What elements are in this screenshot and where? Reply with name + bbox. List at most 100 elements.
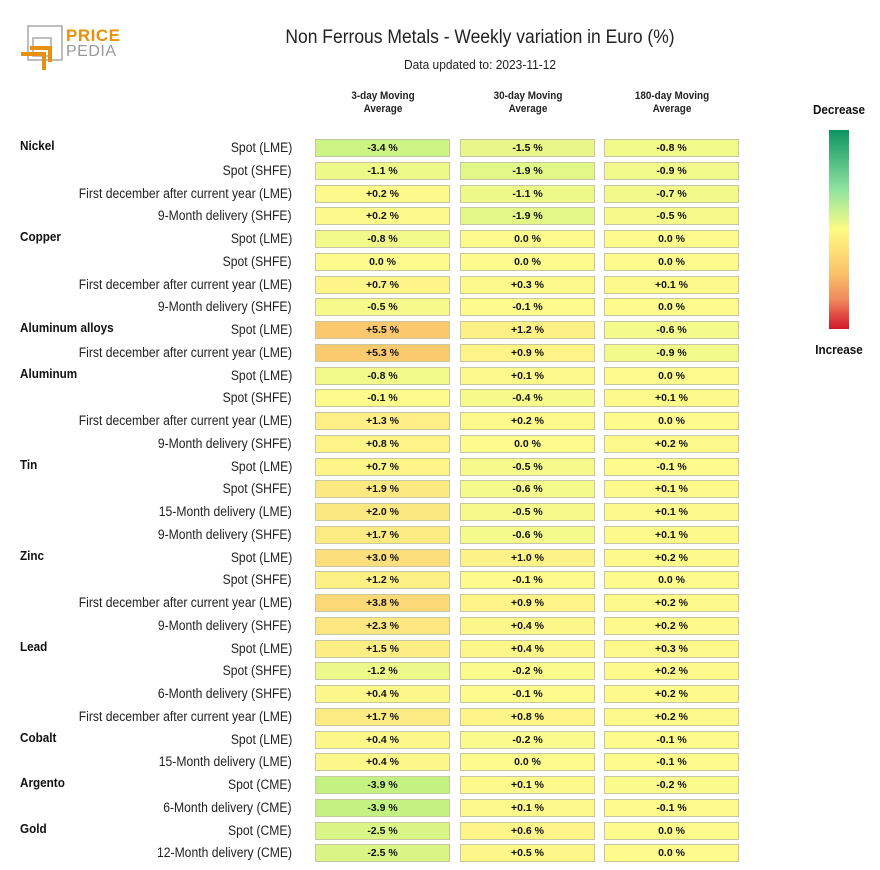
heatmap-cell: +0.1 % — [604, 389, 739, 408]
heatmap-cell: -0.8 % — [315, 230, 450, 248]
heatmap-cell: -0.4 % — [460, 389, 595, 408]
heatmap-cell: +0.2 % — [604, 594, 739, 612]
heatmap-cell: +0.7 % — [315, 457, 450, 476]
heatmap-cell: 0.0 % — [460, 252, 595, 271]
group-label: Aluminum alloys — [20, 320, 114, 335]
heatmap-cell: +0.2 % — [604, 685, 739, 703]
heatmap-cell: -0.1 % — [604, 457, 739, 476]
heatmap-cell: +0.2 % — [315, 184, 450, 203]
row-label: 9-Month delivery (SHFE) — [158, 617, 292, 633]
heatmap-cell: -0.1 % — [460, 571, 595, 590]
row-label: 9-Month delivery (SHFE) — [158, 435, 292, 451]
heatmap-cell: +0.1 % — [604, 503, 739, 521]
group-label: Tin — [20, 456, 38, 472]
group-label: Nickel — [20, 138, 55, 153]
heatmap-cell: +0.6 % — [460, 821, 595, 840]
heatmap-cell: +3.8 % — [315, 594, 450, 612]
heatmap-cell: +0.2 % — [604, 548, 739, 567]
heatmap-cell: -0.5 % — [460, 457, 595, 476]
row-label: First december after current year (LME) — [78, 276, 292, 292]
column-header: 30-day Moving Average — [467, 90, 589, 116]
heatmap-cell: +2.3 % — [315, 616, 450, 635]
row-label: Spot (LME) — [230, 549, 292, 565]
heatmap-cell: +0.2 % — [315, 207, 450, 226]
heatmap-cell: +1.2 % — [315, 571, 450, 590]
row-label: Spot (SHFE) — [223, 162, 292, 178]
group-label: Lead — [20, 638, 48, 654]
row-label: 9-Month delivery (SHFE) — [158, 299, 292, 315]
heatmap-cell: +0.4 % — [315, 730, 450, 749]
heatmap-cell: -0.1 % — [460, 298, 595, 317]
column-header: 3-day Moving Average — [322, 90, 444, 116]
row-label: First december after current year (LME) — [78, 708, 292, 724]
heatmap-cell: 0.0 % — [604, 821, 739, 840]
heatmap-cell: 0.0 % — [460, 753, 595, 772]
heatmap-cell: 0.0 % — [604, 298, 739, 317]
legend-color-scale — [829, 130, 849, 329]
heatmap-cell: +0.5 % — [460, 844, 595, 863]
heatmap-cell: -3.9 % — [315, 776, 450, 794]
heatmap-cell: -3.4 % — [315, 139, 450, 157]
heatmap-cell: +0.2 % — [460, 412, 595, 430]
logo-text-price: PRICE — [66, 26, 121, 45]
heatmap-cell: -0.1 % — [604, 753, 739, 772]
group-label: Gold — [20, 820, 47, 836]
group-label: Aluminum — [20, 365, 78, 381]
heatmap-cell: -3.9 % — [315, 798, 450, 817]
column-header-line: Average — [508, 103, 548, 115]
heatmap-cell: +0.9 % — [460, 594, 595, 612]
group-label: Argento — [20, 775, 65, 790]
heatmap-cell: +0.3 % — [604, 639, 739, 658]
group-label: Cobalt — [20, 729, 57, 745]
heatmap-cell: +3.0 % — [315, 548, 450, 567]
row-label: Spot (SHFE) — [223, 390, 292, 406]
row-label: Spot (CME) — [228, 822, 292, 838]
row-label: 6-Month delivery (SHFE) — [158, 686, 292, 701]
heatmap-cell: -0.6 % — [460, 525, 595, 544]
heatmap-cell: 0.0 % — [604, 252, 739, 271]
column-header-line: 180-day Moving — [634, 90, 710, 102]
row-label: 9-Month delivery (SHFE) — [158, 208, 292, 224]
heatmap-cell: -0.2 % — [460, 662, 595, 681]
pricepedia-logo: PRICE PEDIA — [18, 24, 128, 74]
logo-text-pedia: PEDIA — [66, 43, 117, 60]
heatmap-cell: +1.5 % — [315, 639, 450, 658]
heatmap-cell: -0.6 % — [604, 321, 739, 339]
group-label: Zinc — [20, 547, 45, 563]
heatmap-cell: +0.2 % — [604, 707, 739, 726]
heatmap-cell: -0.1 % — [460, 685, 595, 703]
row-label: Spot (LME) — [230, 731, 292, 747]
heatmap-cell: -0.2 % — [460, 730, 595, 749]
heatmap-cell: +5.3 % — [315, 343, 450, 362]
heatmap-cell: +1.3 % — [315, 412, 450, 430]
heatmap-cell: +0.4 % — [460, 639, 595, 658]
heatmap-cell: +0.4 % — [315, 685, 450, 703]
row-label: 15-Month delivery (LME) — [158, 504, 292, 519]
row-label: First december after current year (LME) — [78, 344, 292, 360]
row-label: Spot (SHFE) — [223, 253, 292, 269]
heatmap-cell: +0.7 % — [315, 275, 450, 294]
row-label: Spot (SHFE) — [223, 572, 292, 588]
heatmap-cell: 0.0 % — [460, 230, 595, 248]
heatmap-cell: -0.1 % — [604, 798, 739, 817]
heatmap-cell: -0.5 % — [604, 207, 739, 226]
heatmap-cell: +0.2 % — [604, 616, 739, 635]
heatmap-cell: +0.8 % — [315, 434, 450, 453]
row-label: Spot (LME) — [230, 367, 292, 383]
heatmap-cell: +0.2 % — [604, 662, 739, 681]
heatmap-cell: -0.2 % — [604, 776, 739, 794]
heatmap-cell: +0.1 % — [604, 525, 739, 544]
heatmap-cell: +1.9 % — [315, 480, 450, 499]
column-header-line: Average — [652, 103, 692, 115]
row-label: 12-Month delivery (CME) — [156, 845, 292, 861]
heatmap-cell: +1.7 % — [315, 707, 450, 726]
heatmap-cell: +0.3 % — [460, 275, 595, 294]
row-label: 6-Month delivery (CME) — [163, 799, 292, 815]
heatmap-cell: -0.1 % — [315, 389, 450, 408]
row-label: Spot (LME) — [230, 140, 292, 155]
heatmap-cell: +0.1 % — [460, 366, 595, 385]
heatmap-cell: +0.4 % — [315, 753, 450, 772]
heatmap-cell: -0.9 % — [604, 343, 739, 362]
column-header-line: 30-day Moving — [493, 90, 563, 102]
group-label: Copper — [20, 229, 61, 244]
